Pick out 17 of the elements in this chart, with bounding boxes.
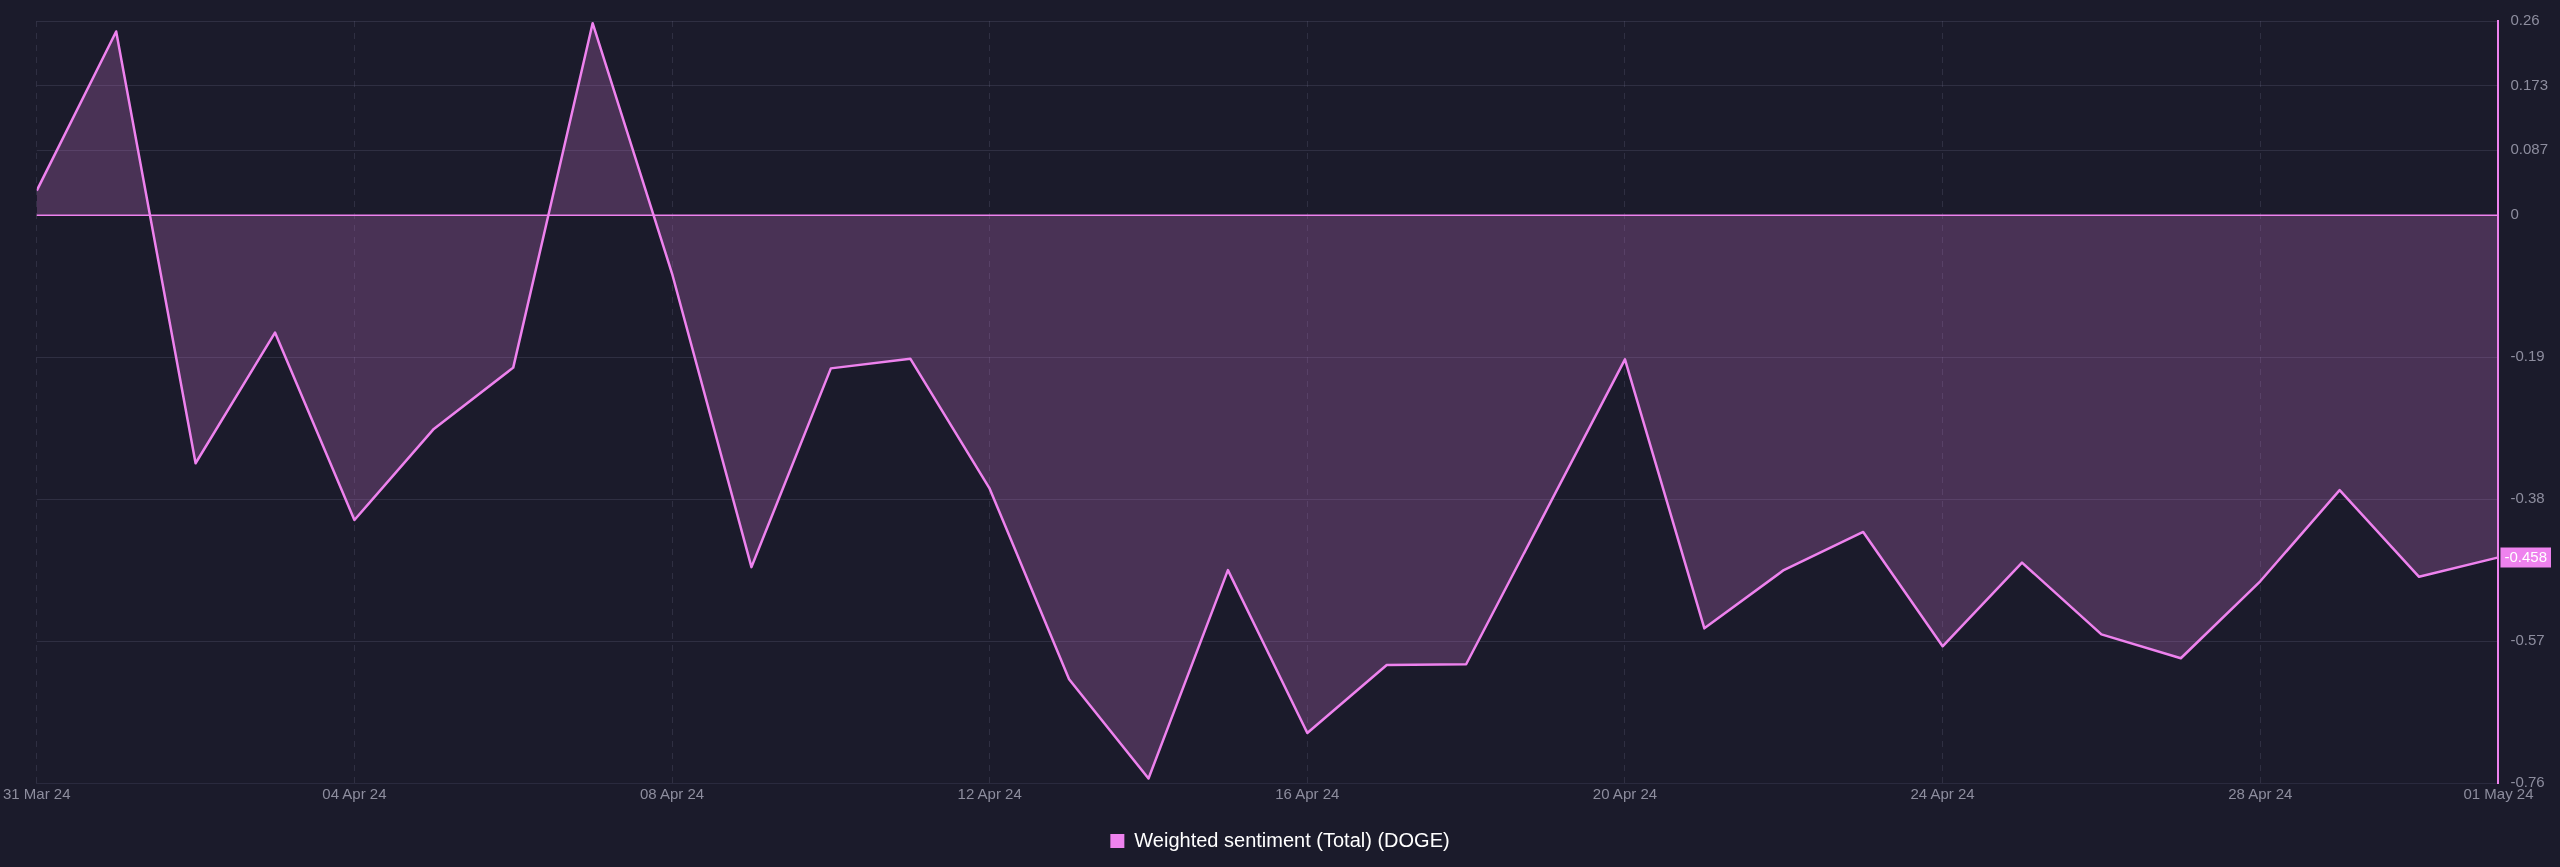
- x-tick-label: 31 Mar 24: [2, 785, 71, 803]
- y-tick-label: 0.173: [2510, 76, 2549, 94]
- x-tick-label: 20 Apr 24: [1592, 785, 1658, 803]
- x-tick-label: 12 Apr 24: [957, 785, 1022, 803]
- legend-label: Weighted sentiment (Total) (DOGE): [1134, 828, 1450, 851]
- y-tick-label: -0.57: [2510, 631, 2545, 649]
- y-tick-label: 0.087: [2510, 140, 2549, 158]
- x-tick-label: 04 Apr 24: [322, 785, 387, 803]
- y-tick-label: 0.26: [2510, 11, 2540, 29]
- x-tick-label: 24 Apr 24: [1910, 785, 1975, 803]
- annotation: -0.458: [2504, 547, 2548, 565]
- y-tick-label: -0.38: [2510, 489, 2545, 507]
- x-tick-label: 28 Apr 24: [2228, 785, 2293, 803]
- x-tick-label: 08 Apr 24: [639, 785, 705, 803]
- x-tick-label: 16 Apr 24: [1275, 785, 1340, 803]
- y-tick-label: -0.19: [2510, 347, 2545, 365]
- y-tick-label: 0: [2510, 205, 2519, 223]
